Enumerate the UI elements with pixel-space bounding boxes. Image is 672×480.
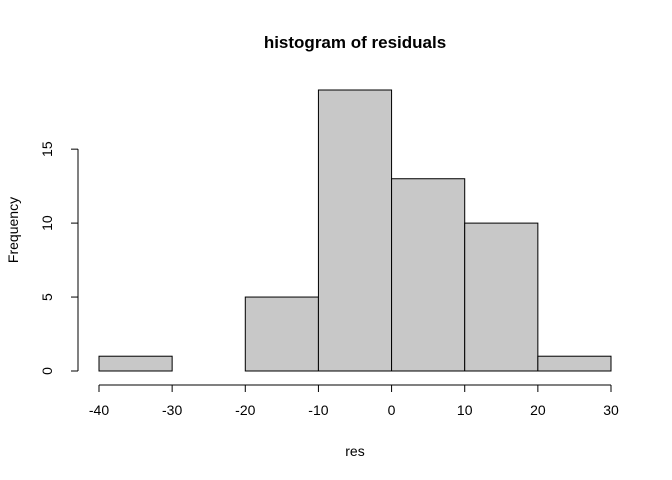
chart-title: histogram of residuals [264,33,446,52]
y-tick-label: 0 [39,367,55,375]
x-tick-label: -10 [308,402,328,418]
histogram-bar [244,296,319,372]
x-axis: -40 -30 -20 -10 0 10 20 30 [89,384,619,418]
bars-group [98,89,612,372]
x-axis-label: res [345,443,364,459]
histogram-bar [317,89,393,372]
histogram-bar [537,355,612,372]
y-tick-label: 15 [39,141,55,157]
x-tick-label: -20 [235,402,255,418]
y-tick-label: 5 [39,293,55,301]
x-tick-label: 30 [603,402,619,418]
x-tick-label: -40 [89,402,109,418]
y-tick-label: 10 [39,215,55,231]
x-tick-label: 20 [530,402,546,418]
histogram-bar [391,178,466,372]
x-tick-label: 10 [457,402,473,418]
histogram-bar [98,355,173,372]
y-axis-label: Frequency [5,197,21,263]
x-tick-label: 0 [388,402,396,418]
y-axis: 0 5 10 15 [39,141,79,375]
x-tick-label: -30 [162,402,182,418]
histogram-bar [464,222,539,372]
